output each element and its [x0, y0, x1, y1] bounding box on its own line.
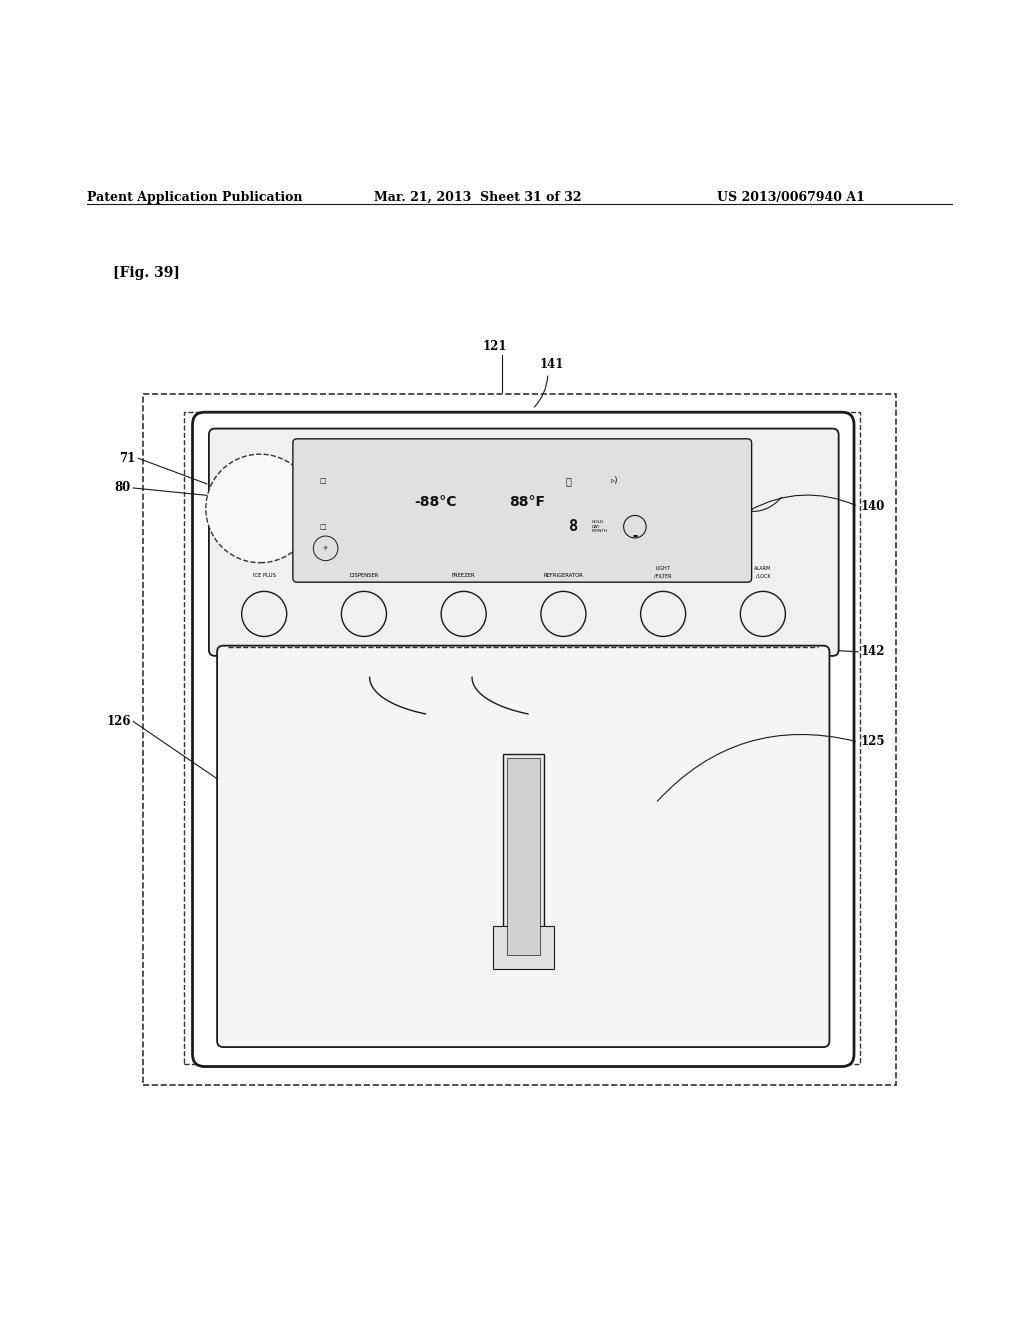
Bar: [507, 758, 540, 954]
Text: ▬: ▬: [632, 533, 638, 539]
Circle shape: [740, 591, 785, 636]
Text: /FILTER: /FILTER: [654, 573, 672, 578]
Text: 80: 80: [115, 482, 131, 495]
Bar: [493, 927, 554, 969]
Text: 126: 126: [106, 715, 131, 727]
FancyBboxPatch shape: [217, 645, 829, 1047]
Text: /LOCK: /LOCK: [756, 573, 770, 578]
Bar: [143, 393, 896, 1085]
Bar: [503, 754, 544, 960]
Text: US 2013/0067940 A1: US 2013/0067940 A1: [717, 191, 864, 205]
Text: ICE PLUS: ICE PLUS: [253, 573, 275, 578]
Text: ALARM: ALARM: [755, 566, 771, 572]
Circle shape: [541, 591, 586, 636]
Circle shape: [206, 454, 314, 562]
FancyBboxPatch shape: [293, 438, 752, 582]
Text: □: □: [319, 478, 326, 483]
Text: HOLD
DAY
MONTH: HOLD DAY MONTH: [592, 520, 608, 533]
Text: 121: 121: [482, 339, 507, 352]
Text: FREEZER: FREEZER: [452, 573, 475, 578]
Circle shape: [441, 591, 486, 636]
Text: DISPENSER: DISPENSER: [349, 573, 379, 578]
Text: ⍾: ⍾: [565, 475, 571, 486]
Text: -88°C: -88°C: [414, 495, 457, 510]
Text: ▹): ▹): [610, 477, 618, 486]
Text: ✳: ✳: [323, 546, 329, 550]
Text: 125: 125: [860, 735, 885, 748]
Text: 88°F: 88°F: [509, 495, 546, 510]
Text: 141: 141: [540, 358, 564, 371]
Text: LIGHT: LIGHT: [655, 566, 671, 572]
Text: Patent Application Publication: Patent Application Publication: [87, 191, 302, 205]
Circle shape: [641, 591, 686, 636]
Text: 8: 8: [569, 519, 578, 535]
Text: 71: 71: [119, 451, 135, 465]
Text: 140: 140: [860, 500, 885, 513]
Text: REFRIGERATOR: REFRIGERATOR: [544, 573, 584, 578]
Text: Mar. 21, 2013  Sheet 31 of 32: Mar. 21, 2013 Sheet 31 of 32: [374, 191, 582, 205]
Text: □: □: [319, 524, 326, 529]
Circle shape: [341, 591, 386, 636]
Circle shape: [242, 591, 287, 636]
Bar: [184, 412, 860, 1064]
FancyBboxPatch shape: [209, 429, 839, 656]
Text: [Fig. 39]: [Fig. 39]: [113, 265, 179, 280]
Text: 142: 142: [860, 645, 885, 659]
FancyBboxPatch shape: [193, 412, 854, 1067]
